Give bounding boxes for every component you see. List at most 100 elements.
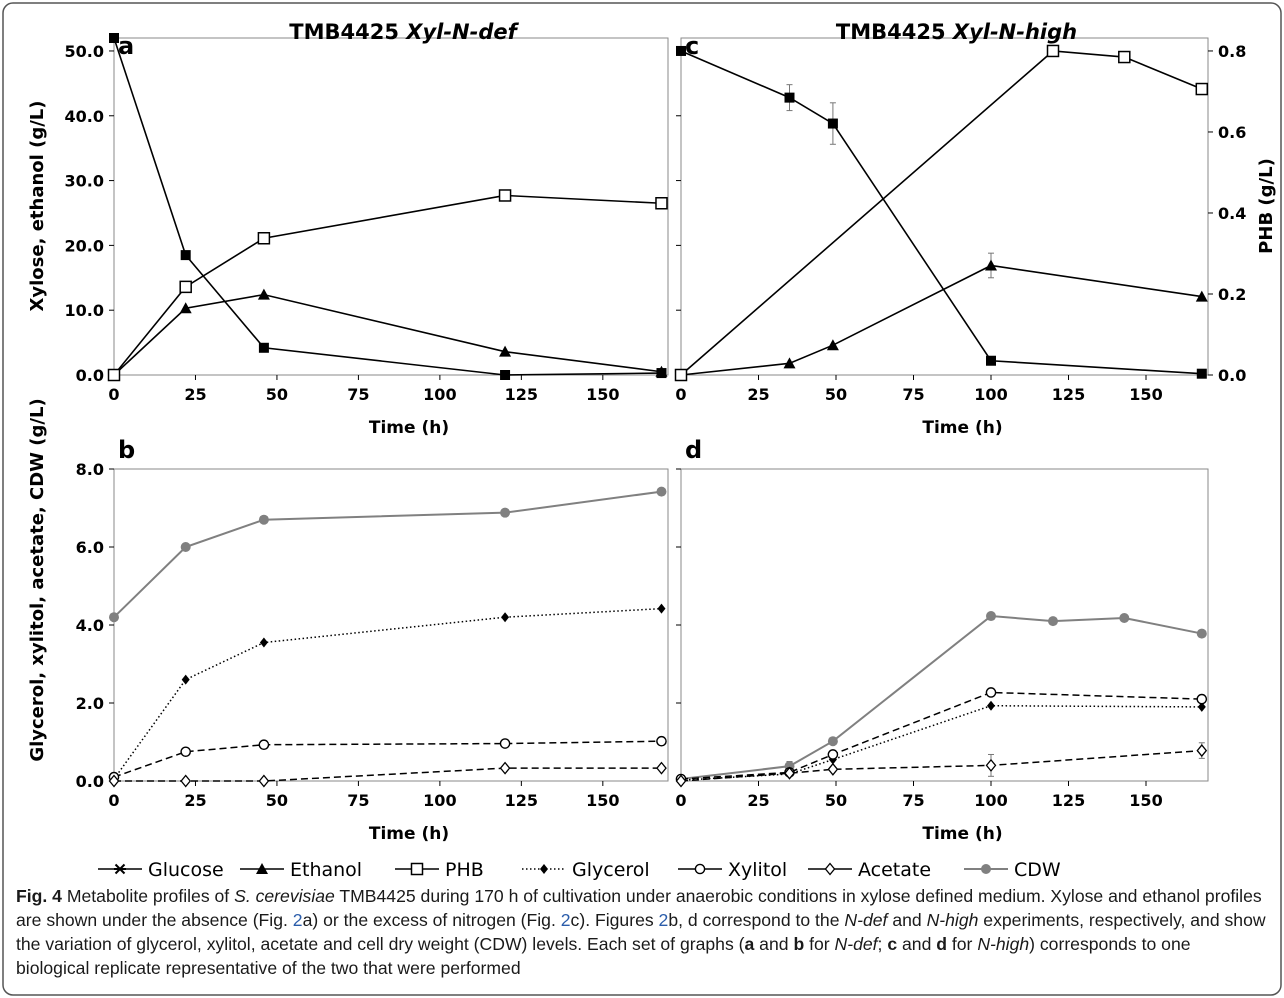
series-xylose — [676, 45, 1207, 379]
x-tick-label: 100 — [974, 791, 1007, 810]
data-point — [827, 749, 839, 760]
legend-marker — [540, 864, 548, 874]
data-point — [180, 774, 192, 788]
y2-tick-label: 0.0 — [1218, 366, 1246, 385]
series-ethanol — [108, 288, 668, 380]
caption-fig-ref[interactable]: 2 — [292, 910, 303, 930]
data-point — [1196, 368, 1207, 379]
data-point — [258, 514, 269, 525]
data-point — [783, 357, 796, 369]
series-line — [680, 615, 1202, 781]
caption-text: and — [887, 910, 927, 930]
caption-fig-ref[interactable]: 2 — [658, 910, 669, 930]
series-line — [113, 607, 662, 780]
data-point — [1196, 744, 1208, 758]
legend-label: Xylitol — [728, 859, 787, 881]
x-tick-label: 125 — [1052, 385, 1085, 404]
legend-item-glucose: Glucose — [98, 859, 224, 881]
data-point — [985, 687, 997, 698]
series-line — [680, 691, 1202, 780]
caption-text: ; — [877, 934, 888, 954]
data-point — [985, 259, 997, 271]
series-xylose — [109, 33, 667, 380]
x-tick-label: 25 — [747, 791, 769, 810]
series-cdw — [109, 486, 667, 623]
data-point — [655, 365, 668, 377]
plot-area — [113, 37, 669, 376]
legend-label: Glucose — [148, 859, 224, 881]
data-point — [656, 761, 667, 775]
y2-tick-label: 0.2 — [1218, 285, 1246, 304]
data-point — [1119, 612, 1130, 623]
data-point — [1195, 82, 1209, 96]
y-tick-label: 0.0 — [76, 772, 104, 791]
data-point — [499, 345, 512, 357]
series-glycerol — [110, 603, 666, 785]
data-point — [1196, 693, 1208, 705]
y2-tick-label: 0.6 — [1218, 123, 1246, 142]
data-point — [257, 288, 270, 300]
legend-marker — [824, 862, 836, 876]
legend-marker — [114, 863, 126, 875]
caption-fig-label: Fig. 4 — [16, 886, 62, 906]
data-point — [108, 774, 120, 788]
caption-ndef: N-def — [844, 910, 888, 930]
legend-item-xylitol: Xylitol — [678, 859, 787, 881]
data-point — [500, 370, 511, 380]
y-tick-label: 40.0 — [65, 107, 104, 126]
series-phb — [107, 189, 668, 382]
caption-panel-d: d — [936, 934, 947, 954]
x-tick-label: 100 — [974, 385, 1007, 404]
data-point — [179, 280, 192, 294]
data-point — [258, 739, 270, 751]
series-cdw — [676, 611, 1207, 785]
data-point — [827, 736, 838, 747]
y-tick-label: 0.0 — [76, 366, 104, 385]
data-point — [499, 738, 511, 749]
legend-marker — [410, 862, 424, 876]
data-point — [1046, 44, 1060, 58]
caption-nhigh: N-high — [926, 910, 979, 930]
legend-item-glycerol: Glycerol — [522, 859, 650, 881]
data-point — [498, 189, 512, 202]
plot-area — [680, 468, 1209, 782]
data-point — [109, 612, 119, 623]
data-point — [500, 507, 511, 518]
caption-text: c). Figures — [570, 910, 659, 930]
x-tick-label: 50 — [825, 385, 847, 404]
chart-panel-b: b 0 25 50 75 100 125 150 Time (h) 0.0 2.0 4.0 6.0 8.0… — [27, 398, 669, 844]
y-tick-label: 30.0 — [65, 172, 104, 191]
caption-text: experiments, respectively, and show the … — [16, 910, 1266, 954]
caption-panel-c: c — [887, 934, 898, 954]
x-tick-label: 0 — [675, 385, 686, 404]
x-tick-label: 150 — [586, 791, 619, 810]
x-tick-label: 75 — [902, 791, 924, 810]
x-tick-label: 125 — [505, 385, 538, 404]
caption-fig-ref[interactable]: 2 — [560, 910, 571, 930]
series-line — [680, 264, 1202, 376]
series-glycerol — [677, 700, 1206, 786]
x-tick-label: 25 — [747, 385, 769, 404]
caption-text: and — [897, 934, 937, 954]
data-point — [109, 33, 119, 43]
data-point — [1048, 616, 1058, 627]
panel-label: c — [685, 32, 699, 60]
series-line — [113, 194, 662, 376]
x-tick-label: 75 — [347, 791, 369, 810]
data-point — [676, 45, 686, 56]
data-point — [257, 232, 271, 245]
caption-nhigh: N-high — [977, 934, 1030, 954]
data-point — [657, 603, 666, 614]
legend-label: Glycerol — [572, 859, 650, 881]
data-point — [181, 674, 190, 685]
y-axis-title: Glycerol, xylitol, acetate, CDW (g/L) — [27, 398, 48, 761]
data-point — [107, 368, 121, 382]
legend-item-cdw: CDW — [964, 859, 1061, 881]
data-point — [258, 342, 269, 353]
chart-panel-d: d 0 25 50 75 100 125 150 Time (h) — [675, 436, 1209, 844]
series-ethanol — [675, 252, 1208, 380]
data-point — [180, 250, 191, 261]
data-point — [180, 746, 191, 758]
